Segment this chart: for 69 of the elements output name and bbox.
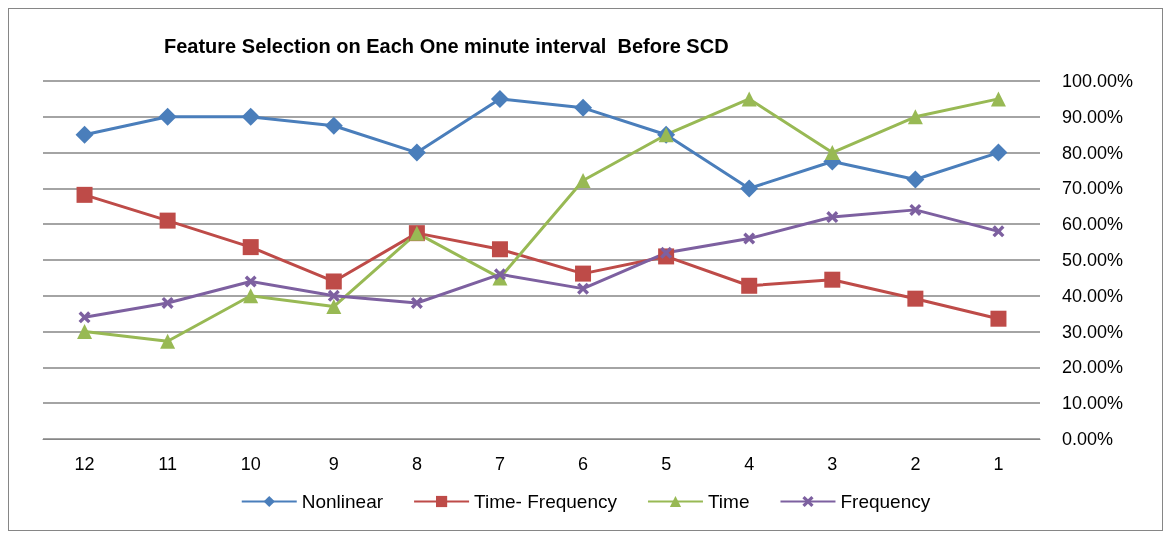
x-tick-label: 4 [744, 454, 755, 474]
point [161, 296, 174, 309]
point [577, 282, 590, 295]
legend-label: Frequency [840, 491, 931, 512]
point [491, 241, 508, 258]
point [243, 288, 259, 304]
legend-label: Time- Frequency [474, 491, 618, 512]
x-tick-label: 3 [827, 454, 838, 474]
point [158, 107, 177, 126]
x-tick-label: 11 [158, 454, 177, 474]
point [660, 246, 673, 259]
x-tick-label: 10 [240, 454, 261, 474]
point [326, 299, 342, 315]
point [740, 179, 759, 198]
point [575, 265, 592, 282]
y-tick-label: 10.00% [1062, 393, 1124, 414]
y-tick-label: 20.00% [1062, 357, 1124, 378]
x-tick-label: 9 [328, 454, 339, 474]
point [906, 170, 925, 189]
point [990, 91, 1006, 107]
point [824, 271, 841, 288]
y-tick-label: 0.00% [1062, 429, 1114, 449]
y-tick-label: 60.00% [1062, 214, 1124, 235]
y-tick-label: 70.00% [1062, 178, 1124, 199]
chart-title: Feature Selection on Each One minute interval Before SCD [164, 35, 729, 57]
point [244, 275, 257, 288]
point [159, 212, 176, 229]
point [574, 98, 593, 117]
y-tick-label: 40.00% [1062, 285, 1124, 306]
y-tick-label: 50.00% [1062, 250, 1124, 270]
point [907, 109, 923, 125]
point [324, 116, 343, 135]
point [490, 89, 509, 108]
point [826, 211, 839, 224]
point [160, 333, 176, 349]
point [992, 225, 1005, 238]
point [325, 273, 342, 290]
x-tick-label: 5 [661, 454, 672, 474]
x-tick-label: 12 [74, 454, 95, 474]
point [410, 296, 423, 309]
point [241, 107, 260, 126]
point [989, 143, 1008, 162]
point [76, 186, 93, 203]
point [741, 91, 757, 107]
point [824, 145, 840, 161]
point [407, 143, 426, 162]
x-tick-label: 6 [578, 454, 589, 474]
point [242, 239, 259, 256]
point [77, 324, 93, 340]
point [907, 290, 924, 307]
legend-label: Time [707, 491, 750, 512]
x-tick-label: 1 [993, 454, 1004, 474]
point [909, 203, 922, 216]
point [743, 232, 756, 245]
legend-label: Nonlinear [301, 491, 384, 512]
point [75, 125, 94, 144]
y-tick-label: 100.00% [1062, 71, 1134, 91]
x-tick-label: 8 [411, 454, 422, 474]
point [78, 311, 91, 324]
y-tick-label: 90.00% [1062, 106, 1124, 127]
x-tick-label: 7 [494, 454, 505, 474]
point [493, 268, 506, 281]
y-tick-label: 30.00% [1062, 321, 1124, 342]
point [990, 310, 1007, 327]
point [575, 173, 591, 189]
y-tick-label: 80.00% [1062, 142, 1124, 163]
x-tick-label: 2 [910, 454, 921, 474]
point [741, 277, 758, 294]
point [327, 289, 340, 302]
